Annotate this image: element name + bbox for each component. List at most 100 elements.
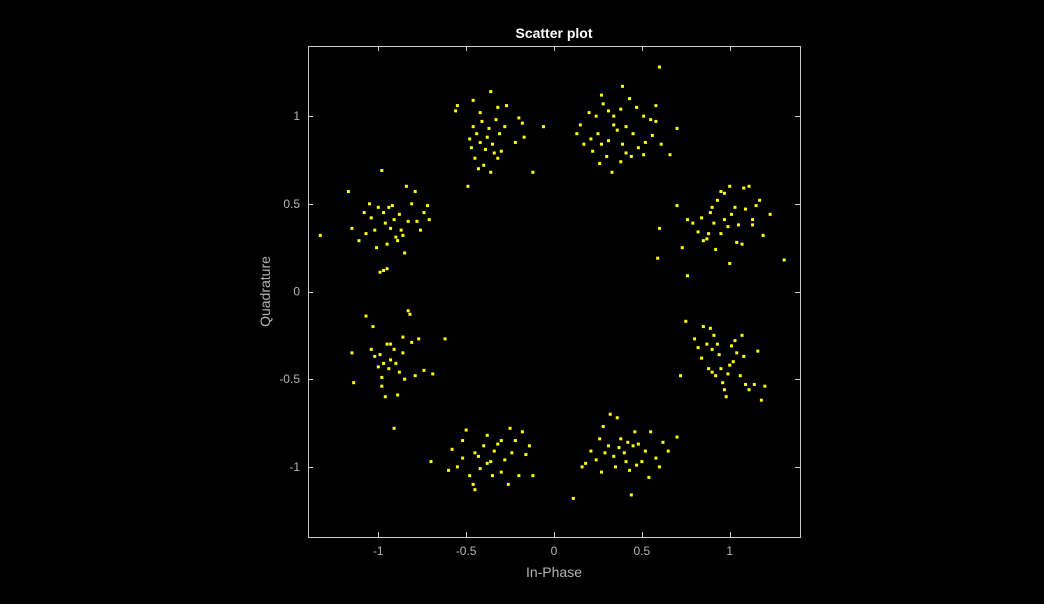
data-point — [657, 65, 661, 69]
data-point — [626, 440, 630, 444]
data-point — [487, 126, 491, 130]
data-point — [719, 232, 723, 236]
data-point — [636, 442, 640, 446]
data-point — [392, 347, 396, 351]
data-point — [389, 342, 393, 346]
data-point — [747, 184, 751, 188]
data-point — [385, 342, 389, 346]
data-point — [705, 237, 709, 241]
data-point — [513, 439, 517, 443]
data-point — [394, 361, 398, 365]
data-point — [737, 223, 740, 227]
data-point — [382, 361, 386, 365]
data-point — [482, 444, 486, 448]
data-point — [429, 460, 433, 464]
data-point — [708, 326, 712, 330]
data-point — [696, 230, 700, 234]
data-point — [631, 132, 635, 136]
data-point — [494, 118, 498, 122]
data-point — [401, 351, 405, 355]
data-point — [589, 449, 593, 453]
data-point — [485, 461, 489, 465]
data-point — [392, 426, 396, 430]
data-point — [491, 474, 494, 478]
data-point — [483, 147, 487, 151]
x-tick-label: 0 — [551, 544, 558, 558]
data-point — [619, 437, 623, 441]
data-point — [406, 309, 410, 313]
data-point — [612, 123, 616, 127]
data-point — [399, 228, 403, 232]
data-point — [387, 367, 391, 371]
data-point — [401, 233, 405, 237]
data-point — [584, 461, 588, 465]
data-point — [657, 465, 661, 469]
data-point — [633, 430, 637, 434]
data-point — [408, 312, 412, 316]
data-point — [628, 97, 632, 101]
data-point — [373, 354, 377, 358]
data-point — [744, 207, 748, 211]
data-point — [759, 398, 763, 402]
data-point — [505, 104, 509, 108]
data-point — [668, 153, 672, 157]
data-point — [691, 221, 695, 225]
data-point — [635, 105, 639, 109]
data-point — [594, 114, 598, 118]
data-point — [606, 444, 610, 448]
data-point — [714, 374, 718, 378]
data-point — [726, 372, 730, 376]
data-point — [425, 204, 429, 208]
x-tick-label: -0.5 — [456, 544, 477, 558]
data-point — [455, 104, 459, 108]
data-point — [389, 226, 393, 230]
data-point — [656, 256, 660, 260]
data-point — [605, 154, 609, 158]
data-point — [397, 212, 401, 216]
data-point — [498, 132, 502, 136]
data-point — [575, 132, 579, 136]
data-point — [686, 274, 690, 278]
data-point — [659, 142, 663, 146]
data-point — [522, 135, 526, 139]
data-point — [598, 437, 602, 441]
data-point — [394, 235, 398, 239]
data-point — [471, 482, 475, 486]
data-point — [710, 347, 714, 351]
data-point — [654, 456, 658, 460]
data-point — [636, 146, 640, 150]
data-point — [476, 167, 480, 171]
data-point — [431, 372, 435, 376]
data-point — [752, 382, 756, 386]
data-point — [624, 125, 628, 129]
data-point — [661, 440, 665, 444]
data-point — [376, 365, 380, 369]
data-point — [614, 465, 617, 469]
data-point — [715, 342, 719, 346]
data-point — [364, 314, 368, 318]
data-point — [728, 363, 732, 367]
data-point — [722, 388, 726, 392]
data-point — [640, 460, 644, 464]
data-point — [476, 454, 480, 458]
data-point — [580, 465, 584, 469]
data-point — [413, 374, 417, 378]
data-point — [471, 125, 475, 129]
data-point — [461, 456, 465, 460]
data-point — [621, 84, 625, 88]
data-point — [380, 384, 384, 388]
data-point — [369, 216, 373, 220]
y-tick-label: 0.5 — [283, 197, 300, 211]
data-point — [684, 319, 688, 323]
data-point — [385, 267, 389, 271]
data-point — [642, 153, 646, 157]
data-point — [418, 228, 422, 232]
data-point — [628, 468, 632, 472]
data-point — [378, 353, 382, 357]
data-point — [403, 251, 407, 255]
data-point — [742, 186, 746, 190]
data-point — [606, 139, 610, 143]
data-point — [608, 412, 612, 416]
x-axis-label: In-Phase — [526, 564, 582, 580]
